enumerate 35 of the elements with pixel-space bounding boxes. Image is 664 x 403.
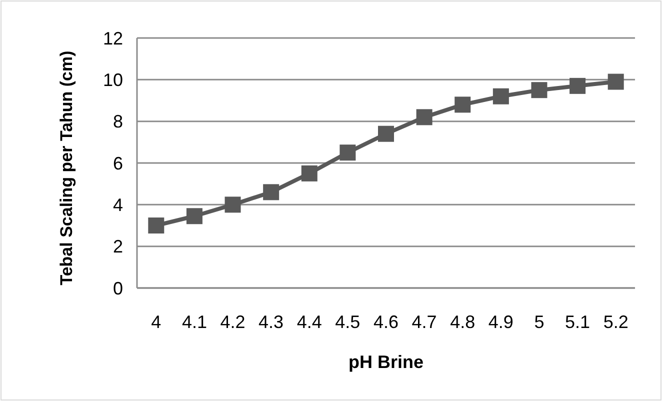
x-axis-title: pH Brine	[348, 352, 424, 372]
x-tick-label: 4.8	[450, 312, 476, 332]
y-tick-label: 12	[102, 28, 123, 48]
point	[416, 109, 432, 126]
point	[570, 78, 586, 94]
x-tick-label: 4	[151, 312, 162, 332]
x-tick-label: 4.2	[220, 312, 246, 332]
point	[608, 74, 624, 90]
point	[263, 184, 280, 200]
point	[340, 144, 356, 161]
x-tick-label: 4.1	[182, 312, 207, 332]
x-tick-label: 4.9	[488, 312, 514, 332]
x-tick-label: 4.5	[335, 312, 360, 332]
y-tick-label: 2	[112, 236, 123, 257]
point	[378, 126, 394, 142]
x-tick-label: 5	[534, 312, 544, 332]
point	[531, 82, 548, 98]
x-tick-label: 5.1	[565, 312, 590, 332]
x-tick-label: 4.4	[296, 312, 322, 332]
y-tick-label: 8	[112, 112, 123, 132]
y-axis-title: Tebal Scaling per Tahun (cm)	[57, 50, 76, 286]
x-tick-label: 5.2	[603, 312, 628, 332]
point	[492, 88, 509, 104]
y-tick-label: 10	[102, 70, 123, 90]
x-tick-label: 4.3	[258, 312, 284, 332]
y-tick-label: 6	[112, 153, 123, 174]
y-tick-label: 4	[112, 194, 123, 215]
y-tick-label: 0	[112, 278, 123, 298]
point	[186, 208, 202, 224]
x-tick-label: 4.6	[373, 312, 399, 332]
x-tick-label: 4.7	[412, 312, 437, 332]
point	[301, 165, 318, 182]
point	[148, 218, 164, 234]
point	[224, 196, 241, 213]
point	[454, 96, 471, 113]
